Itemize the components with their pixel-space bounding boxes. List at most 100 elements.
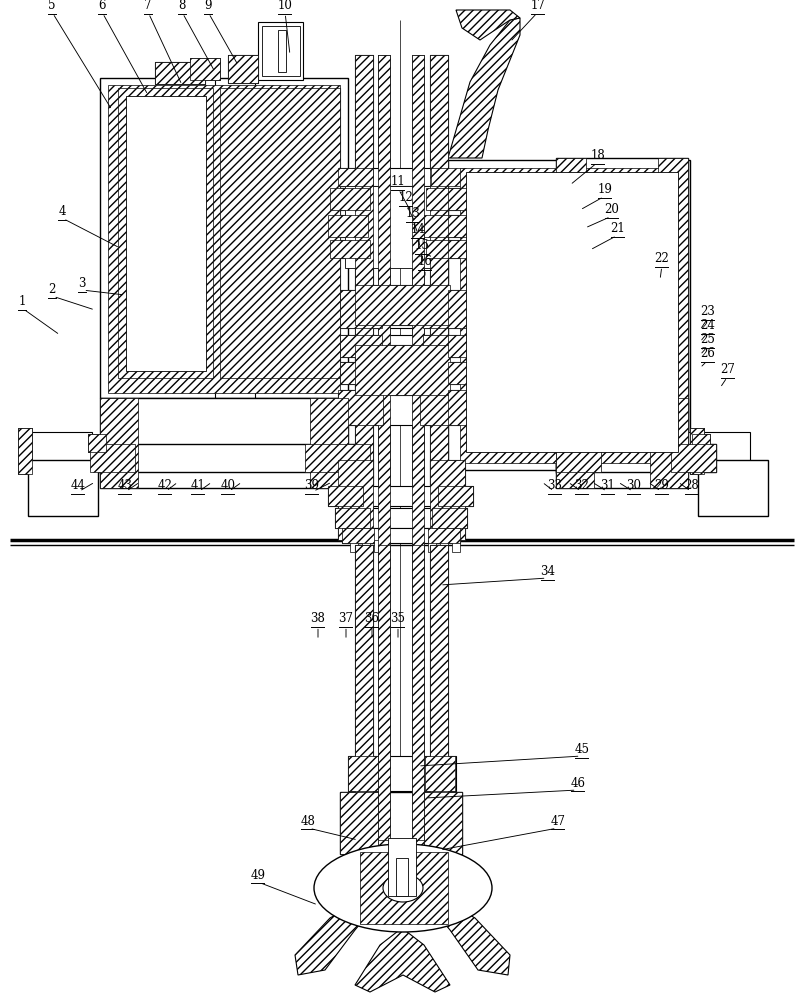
Bar <box>560 362 684 384</box>
Text: 5: 5 <box>48 0 55 12</box>
Bar <box>340 290 381 328</box>
Bar <box>348 756 377 791</box>
Bar <box>560 335 601 357</box>
Bar <box>556 444 601 472</box>
Bar <box>100 78 348 398</box>
Bar <box>90 444 369 472</box>
Bar <box>337 460 373 540</box>
Text: 22: 22 <box>654 252 669 265</box>
Bar <box>355 285 450 325</box>
Bar <box>687 432 749 470</box>
Bar <box>430 460 464 540</box>
Text: 29: 29 <box>654 479 669 492</box>
Bar <box>228 55 258 83</box>
Bar <box>100 398 348 488</box>
Bar <box>447 290 499 328</box>
Bar <box>427 528 459 543</box>
Bar <box>28 460 98 516</box>
Bar <box>419 390 464 425</box>
Text: 40: 40 <box>220 479 235 492</box>
Text: 20: 20 <box>604 203 618 216</box>
Bar <box>349 540 357 552</box>
Bar <box>18 428 32 474</box>
Bar <box>329 188 475 210</box>
Bar <box>447 390 499 425</box>
Ellipse shape <box>314 844 491 932</box>
Text: 36: 36 <box>364 612 379 625</box>
Text: 6: 6 <box>98 0 106 12</box>
Bar <box>278 30 286 72</box>
Bar <box>560 335 684 357</box>
Bar <box>447 215 497 237</box>
Bar <box>423 215 463 237</box>
Bar <box>310 398 348 488</box>
Bar <box>329 188 369 210</box>
Bar <box>18 428 32 474</box>
Bar <box>337 390 382 425</box>
Bar <box>228 55 258 83</box>
Bar <box>447 160 689 470</box>
Bar <box>341 528 459 543</box>
Bar <box>560 362 601 384</box>
Text: 9: 9 <box>204 0 211 12</box>
Bar <box>447 240 497 258</box>
Text: 47: 47 <box>550 815 565 828</box>
Bar <box>340 335 381 357</box>
Bar <box>425 756 454 791</box>
Bar <box>447 240 497 258</box>
Bar <box>567 345 662 395</box>
Bar <box>355 55 373 485</box>
Bar <box>337 390 466 425</box>
Bar <box>262 26 300 76</box>
Text: 44: 44 <box>71 479 85 492</box>
Bar <box>340 362 381 384</box>
Bar <box>447 362 499 384</box>
Bar <box>340 335 464 357</box>
Bar <box>657 158 687 473</box>
Text: 41: 41 <box>190 479 206 492</box>
Bar <box>340 290 464 328</box>
Bar <box>642 390 684 425</box>
Bar <box>689 428 703 474</box>
Text: 48: 48 <box>300 815 315 828</box>
Bar <box>642 362 684 384</box>
Text: 37: 37 <box>338 612 353 625</box>
Text: 26: 26 <box>699 347 715 360</box>
Text: 7: 7 <box>144 0 152 12</box>
Bar <box>155 62 205 84</box>
Text: 17: 17 <box>530 0 544 12</box>
Text: 23: 23 <box>699 305 715 318</box>
Bar <box>431 508 467 528</box>
Text: 13: 13 <box>405 207 420 220</box>
Bar <box>439 540 447 552</box>
Text: 39: 39 <box>304 479 319 492</box>
Bar <box>360 852 447 924</box>
Text: 45: 45 <box>574 743 589 756</box>
Bar <box>691 434 709 452</box>
Bar <box>567 345 662 395</box>
Bar <box>340 792 377 854</box>
Bar <box>118 88 213 378</box>
Bar <box>447 362 499 384</box>
Bar <box>556 398 687 488</box>
Text: 24: 24 <box>699 319 715 332</box>
Bar <box>430 545 447 840</box>
Bar <box>447 290 499 328</box>
Bar <box>560 290 601 328</box>
Bar <box>396 858 407 896</box>
Bar <box>411 545 423 840</box>
Text: 33: 33 <box>547 479 562 492</box>
Polygon shape <box>355 928 450 992</box>
Bar <box>697 460 767 516</box>
Polygon shape <box>455 10 520 40</box>
Bar <box>377 545 389 840</box>
Bar <box>560 390 601 425</box>
Text: 18: 18 <box>590 149 605 162</box>
Bar <box>377 55 389 875</box>
Text: 34: 34 <box>540 565 555 578</box>
Bar <box>438 486 472 506</box>
Bar <box>190 58 220 80</box>
Bar <box>423 792 462 854</box>
Bar <box>447 335 499 357</box>
Text: 43: 43 <box>117 479 132 492</box>
